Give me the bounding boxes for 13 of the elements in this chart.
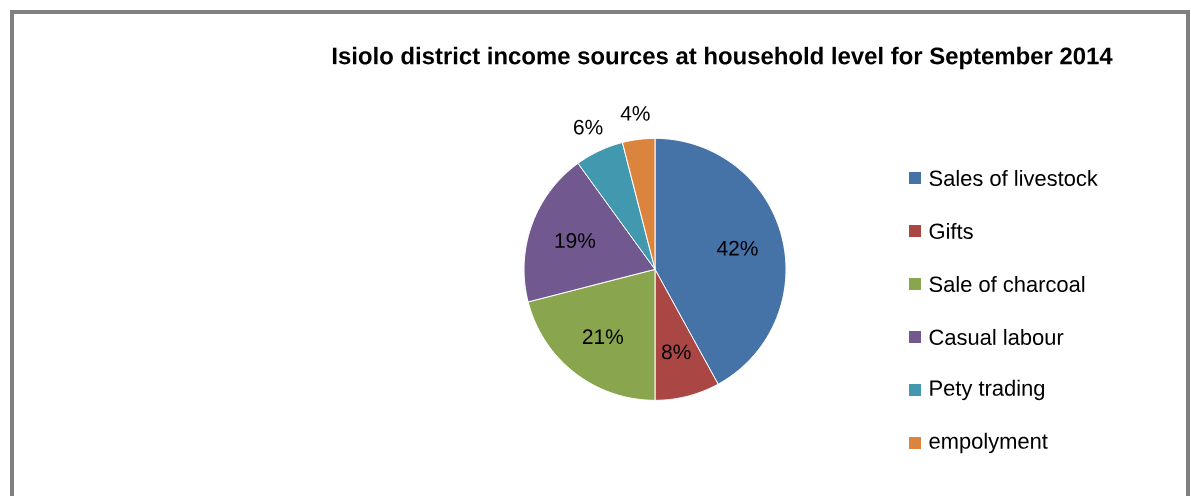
data-label: 19% [555,233,596,248]
legend-label: Sale of charcoal [929,275,1085,293]
legend-label: Pety trading [930,379,1045,401]
data-label: 4% [620,106,650,121]
data-label: 8% [661,344,691,360]
data-label: 6% [574,119,603,135]
data-label: 21% [582,329,624,344]
chart-title: Isiolo district income sources at household level for September 2014 [332,46,1113,70]
legend-label: Sales of livestock [929,169,1098,187]
data-label: 42% [717,240,758,256]
legend-label: empolyment [929,432,1048,454]
legend-label: Gifts [929,222,973,240]
legend-label: Casual labour [929,328,1064,346]
